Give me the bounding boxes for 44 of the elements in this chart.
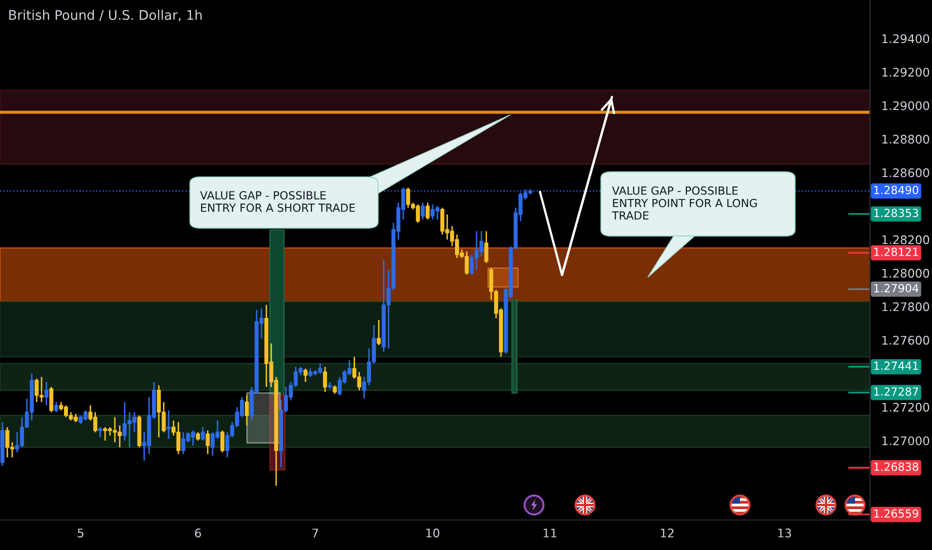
annotation: VALUE GAP - POSSIBLE ENTRY POINT FOR A LONG TRADE [612, 186, 757, 220]
y-tick-label: 1.27600 [882, 336, 930, 345]
candlestick [484, 230, 488, 264]
ref-line-label: 1.27904 [874, 284, 918, 292]
candlestick [244, 394, 249, 426]
y-tick-label: 1.29400 [882, 34, 930, 44]
ref-line-label: 1.27441 [874, 362, 918, 370]
candlestick [98, 426, 102, 438]
x-tick-label: 13 [778, 528, 792, 538]
candlestick [166, 410, 171, 440]
x-tick-label: 12 [660, 528, 674, 538]
candlestick [206, 430, 210, 455]
ref-line-label: 1.28490 [874, 186, 918, 194]
annotation: VALUE GAP - POSSIBLE ENTRY FOR A SHORT TRADE [200, 191, 355, 212]
y-tick-label: 1.27800 [882, 302, 930, 312]
y-tick-label: 1.28600 [882, 168, 930, 178]
candlestick [44, 381, 48, 406]
y-tick-label: 1.28000 [882, 268, 930, 278]
y-tick-label: 1.27200 [882, 402, 930, 412]
candlestick [220, 430, 224, 454]
ref-line-label: 1.27287 [874, 387, 918, 396]
y-tick-label: 1.28800 [882, 134, 930, 144]
x-tick-label: 6 [195, 528, 201, 538]
ref-line-label: 1.28353 [874, 208, 918, 218]
y-tick-label: 1.29200 [882, 68, 930, 77]
y-tick-label: 1.29000 [882, 101, 930, 110]
x-tick-label: 10 [426, 528, 440, 538]
text: British Pound / U.S. Dollar, 1h [9, 10, 202, 22]
ref-line-label: 1.26559 [874, 509, 918, 518]
x-tick-label: 11 [544, 528, 556, 538]
y-tick-label: 1.27000 [882, 436, 930, 446]
ref-line-label: 1.28121 [874, 248, 918, 256]
ref-line-label: 1.26838 [874, 462, 918, 471]
candlestick [323, 366, 328, 393]
candlestick [200, 426, 205, 442]
x-tick-label: 7 [312, 528, 318, 538]
y-tick-label: 1.28200 [882, 235, 930, 244]
candlestick [420, 202, 425, 220]
x-tick-label: 5 [78, 528, 84, 538]
candlestick [376, 319, 381, 346]
candlestick [303, 368, 308, 383]
candlestick [426, 202, 430, 220]
candlestick [49, 386, 54, 413]
candlestick [54, 401, 58, 413]
